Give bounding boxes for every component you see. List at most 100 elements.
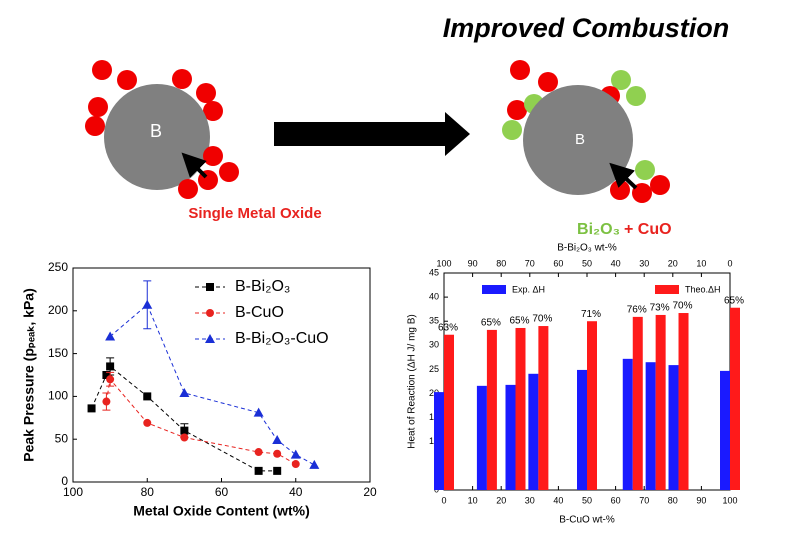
x2-tick-label: 10 [696,258,706,268]
x-tick-label: 40 [289,485,303,499]
efficiency-label: 70% [673,301,693,312]
x2-tick-label: 40 [611,258,621,268]
y-tick-label: 10 [429,436,439,446]
efficiency-label: 65% [481,318,501,329]
x-tick-label: 30 [525,495,535,505]
right-label-plus: + CuO [624,221,672,238]
x-tick-label: 10 [468,495,478,505]
marker [143,392,152,401]
x-tick-label: 20 [363,485,377,499]
legend-swatch [482,285,506,294]
right-schematic: B Bi₂O₃ + CuO [502,60,672,238]
y-axis-label: Peak Pressure (pₚₑₐₖ, kPa) [21,288,37,461]
marker [106,362,115,371]
marker [106,375,115,384]
x2-tick-label: 70 [525,258,535,268]
efficiency-label: 65% [724,295,744,306]
marker [180,433,189,442]
x-tick-label: 70 [639,495,649,505]
x2-tick-label: 60 [553,258,563,268]
bar [622,358,633,490]
marker [291,460,300,469]
left-label: Single Metal Oxide [188,205,321,222]
legend-label: Exp. ΔH [512,284,545,294]
x-tick-label: 80 [141,485,155,499]
marker [206,283,214,291]
efficiency-label: 63% [438,322,458,333]
efficiency-label: 65% [509,316,529,327]
big-arrow [274,112,470,156]
left-schematic: B Single Metal Oxide [85,60,322,222]
y-tick-label: 40 [429,291,439,301]
bar [632,316,643,490]
y-tick-label: 35 [429,316,439,326]
marker [206,309,214,317]
efficiency-label: 73% [650,303,670,314]
y-tick-label: 15 [429,412,439,422]
x-tick-label: 60 [611,495,621,505]
marker [254,466,263,475]
marker [102,397,111,406]
bar [515,327,526,490]
y-tick-label: 50 [55,431,69,445]
bar [476,385,487,490]
bar [577,369,587,490]
y-tick-label: 200 [48,303,68,317]
marker [254,448,263,457]
bar [655,314,666,490]
marker [253,407,264,417]
marker [143,418,152,427]
x-tick-label: 50 [582,495,592,505]
y-tick-label: 30 [429,340,439,350]
efficiency-label: 76% [627,305,647,316]
y-tick-label: 0 [61,474,68,488]
efficiency-label: 70% [532,314,552,325]
marker [87,404,96,413]
x-tick-label: 100 [722,495,737,505]
x-tick-label: 80 [668,495,678,505]
y-tick-label: 20 [429,388,439,398]
x-axis-label: B-CuO wt-% [559,515,615,526]
series-line [91,365,278,472]
bar [444,334,454,490]
x2-axis-label: B-Bi₂O₃ wt-% [557,243,617,254]
bar [720,370,730,490]
x-tick-label: 60 [215,485,229,499]
y-tick-label: 150 [48,346,68,360]
marker [179,387,190,397]
marker [205,334,215,343]
x-tick-label: 20 [496,495,506,505]
legend-label: B-Bi₂O₃ [235,278,290,295]
y-tick-label: 250 [48,260,68,274]
legend-swatch [655,285,679,294]
marker [309,459,320,469]
x2-tick-label: 20 [668,258,678,268]
marker [105,331,116,341]
x2-tick-label: 90 [468,258,478,268]
marker [272,435,283,445]
x2-tick-label: 80 [496,258,506,268]
bar [645,362,656,490]
x2-tick-label: 100 [436,258,451,268]
x-tick-label: 90 [696,495,706,505]
legend-label: Theo.ΔH [685,284,721,294]
legend-label: B-CuO [235,304,284,321]
bar [587,321,597,490]
x2-tick-label: 30 [639,258,649,268]
x2-tick-label: 0 [727,258,732,268]
bar [434,392,444,490]
core-label: B [150,121,162,141]
x-tick-label: 40 [553,495,563,505]
bar [486,329,497,490]
efficiency-label: 71% [581,309,601,320]
x-tick-label: 100 [63,485,83,499]
marker [180,426,189,435]
bar [678,313,689,490]
marker [273,466,282,475]
marker [273,449,282,458]
y-axis-label: Heat of Reaction (ΔH J/ mg B) [407,314,418,449]
marker [290,449,301,459]
y-tick-label: 25 [429,364,439,374]
bar [730,307,740,490]
